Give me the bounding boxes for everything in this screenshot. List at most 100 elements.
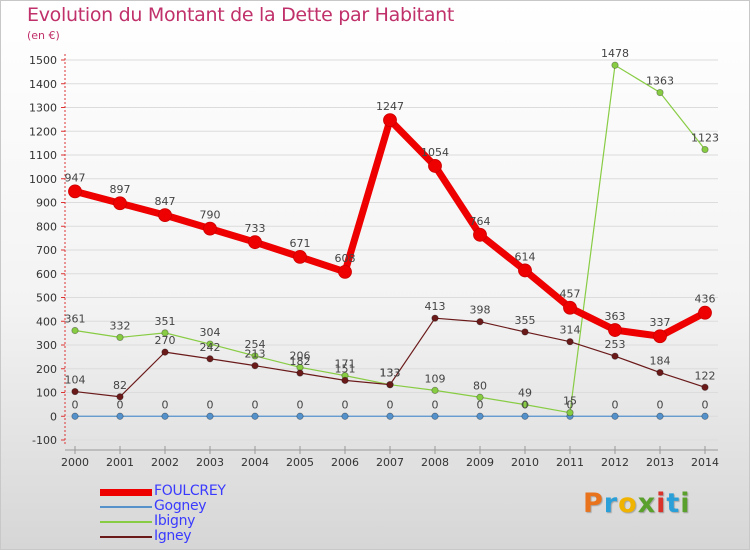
data-label-foulcrey: 947 xyxy=(65,171,86,184)
chart-title: Evolution du Montant de la Dette par Hab… xyxy=(27,4,455,26)
y-tick-label: 400 xyxy=(36,315,57,328)
data-label-gogney: 0 xyxy=(432,398,439,411)
data-label-igney: 270 xyxy=(155,334,176,347)
data-label-igney: 122 xyxy=(695,369,716,382)
data-label-igney: 182 xyxy=(290,355,311,368)
data-label-foulcrey: 790 xyxy=(200,209,221,222)
data-label-ibigny: 109 xyxy=(425,372,446,385)
data-label-gogney: 0 xyxy=(297,398,304,411)
y-tick-label: 800 xyxy=(36,220,57,233)
x-tick-label: 2000 xyxy=(61,456,89,469)
data-point-foulcrey xyxy=(383,113,397,127)
data-point-gogney xyxy=(701,412,709,420)
data-label-gogney: 0 xyxy=(72,398,79,411)
data-label-ibigny: 332 xyxy=(110,319,131,332)
data-label-gogney: 0 xyxy=(162,398,169,411)
data-point-ibigny xyxy=(116,333,124,341)
x-tick-label: 2006 xyxy=(331,456,359,469)
data-point-foulcrey xyxy=(293,249,307,264)
data-point-foulcrey xyxy=(698,305,712,320)
data-label-igney: 151 xyxy=(335,362,356,375)
data-label-ibigny: 304 xyxy=(200,326,221,339)
legend-swatch xyxy=(100,536,152,538)
data-point-igney xyxy=(206,355,214,363)
y-tick-label: 600 xyxy=(36,268,57,281)
data-label-ibigny: 133 xyxy=(380,367,401,380)
data-point-gogney xyxy=(71,412,79,420)
y-tick-label: 1300 xyxy=(29,102,57,115)
data-point-ibigny xyxy=(206,340,214,348)
data-label-gogney: 0 xyxy=(387,398,394,411)
x-tick-label: 2008 xyxy=(421,456,449,469)
data-point-ibigny xyxy=(251,352,259,360)
data-point-gogney xyxy=(116,412,124,420)
data-point-foulcrey xyxy=(563,300,577,315)
data-point-ibigny xyxy=(656,88,664,97)
data-label-igney: 104 xyxy=(65,374,86,387)
data-label-foulcrey: 436 xyxy=(695,293,716,306)
data-label-gogney: 0 xyxy=(342,398,349,411)
data-point-foulcrey xyxy=(428,159,442,173)
data-point-foulcrey xyxy=(338,264,352,279)
data-label-ibigny: 15 xyxy=(563,395,577,408)
data-point-foulcrey xyxy=(248,235,262,250)
x-tick-label: 2003 xyxy=(196,456,224,469)
data-point-foulcrey xyxy=(608,323,622,337)
legend-item-igney: Igney xyxy=(100,528,320,545)
data-label-foulcrey: 764 xyxy=(470,215,491,228)
data-label-foulcrey: 847 xyxy=(155,195,176,208)
data-point-igney xyxy=(251,362,259,370)
data-label-foulcrey: 897 xyxy=(110,183,131,196)
data-point-igney xyxy=(476,318,484,326)
y-tick-label: 200 xyxy=(36,363,57,376)
y-tick-label: 1100 xyxy=(29,149,57,162)
x-tick-label: 2005 xyxy=(286,456,314,469)
data-point-gogney xyxy=(656,412,664,420)
data-label-ibigny: 254 xyxy=(245,338,266,351)
y-tick-label: 100 xyxy=(36,387,57,400)
x-tick-label: 2010 xyxy=(511,456,539,469)
data-point-gogney xyxy=(476,412,484,420)
data-label-foulcrey: 614 xyxy=(515,250,536,263)
data-point-ibigny xyxy=(566,409,574,417)
data-label-igney: 355 xyxy=(515,314,536,327)
legend-item-gogney: Gogney xyxy=(100,498,320,515)
y-tick-label: 1400 xyxy=(29,78,57,91)
data-point-igney xyxy=(116,393,124,401)
data-point-igney xyxy=(701,383,709,391)
data-label-igney: 398 xyxy=(470,304,491,317)
legend-swatch xyxy=(100,506,152,508)
data-point-ibigny xyxy=(521,401,529,409)
data-point-ibigny xyxy=(431,386,439,394)
y-tick-label: 300 xyxy=(36,339,57,352)
data-label-igney: 413 xyxy=(425,300,446,313)
data-label-gogney: 0 xyxy=(702,398,709,411)
data-point-gogney xyxy=(296,412,304,420)
data-label-foulcrey: 363 xyxy=(605,310,626,323)
data-point-ibigny xyxy=(701,145,709,154)
data-label-gogney: 0 xyxy=(567,398,574,411)
data-label-foulcrey: 1247 xyxy=(376,100,404,113)
data-label-igney: 82 xyxy=(113,379,127,392)
data-label-gogney: 0 xyxy=(522,398,529,411)
data-point-gogney xyxy=(431,412,439,420)
data-point-foulcrey xyxy=(518,263,532,278)
data-label-ibigny: 361 xyxy=(65,313,86,326)
data-point-ibigny xyxy=(71,326,79,335)
data-label-ibigny: 206 xyxy=(290,349,311,362)
unit-label: (en €) xyxy=(27,29,60,42)
series-line-foulcrey xyxy=(71,116,709,340)
data-label-gogney: 0 xyxy=(117,398,124,411)
data-point-igney xyxy=(386,381,394,389)
data-point-igney xyxy=(71,387,79,396)
data-point-gogney xyxy=(206,412,214,420)
data-point-foulcrey xyxy=(158,208,172,222)
data-point-ibigny xyxy=(476,393,484,401)
legend-label: Igney xyxy=(154,528,192,544)
x-tick-label: 2011 xyxy=(556,456,584,469)
data-label-igney: 314 xyxy=(560,324,581,337)
data-label-ibigny: 49 xyxy=(518,387,532,400)
legend-label: Gogney xyxy=(154,498,207,514)
data-label-ibigny: 1363 xyxy=(646,75,674,88)
